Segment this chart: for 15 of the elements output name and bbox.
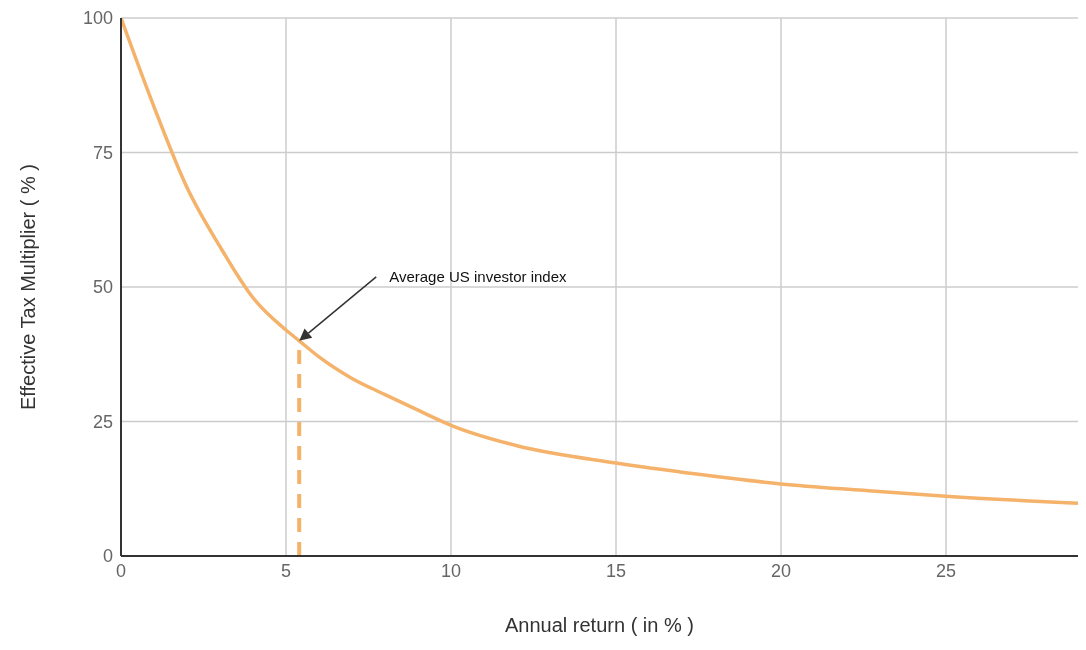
y-tick-label: 25 (92, 411, 113, 432)
y-axis-title: Effective Tax Multiplier ( % ) (17, 163, 40, 411)
line-series (121, 18, 1078, 506)
x-axis-title: Annual return ( in % ) (505, 614, 694, 637)
x-tick-label: 20 (770, 560, 792, 581)
y-tick-label: 50 (92, 277, 113, 298)
y-tick-label: 75 (92, 142, 113, 163)
x-tick-label: 10 (440, 560, 462, 581)
y-tick-label: 0 (102, 546, 113, 567)
x-tick-label: 5 (280, 560, 292, 581)
x-tick-label: 0 (115, 560, 127, 581)
x-tick-label: 15 (605, 560, 627, 581)
x-tick-label: 25 (935, 560, 957, 581)
annotation: Average US investor index (389, 267, 568, 285)
y-tick-label: 100 (82, 8, 113, 29)
